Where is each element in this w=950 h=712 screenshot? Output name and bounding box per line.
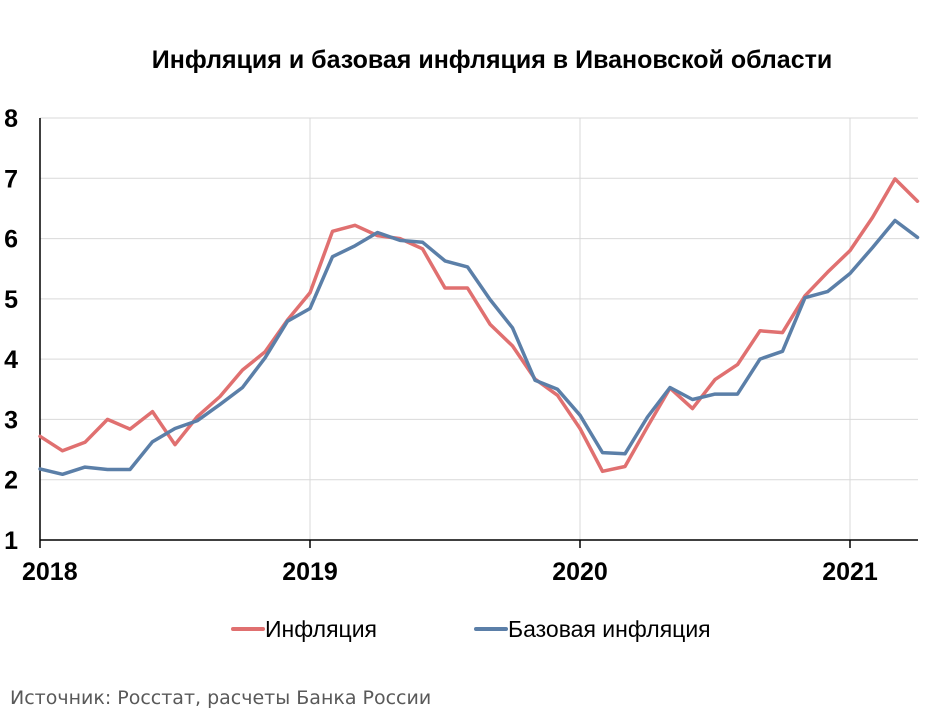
y-tick-label: 8 xyxy=(4,105,18,133)
y-tick-label: 5 xyxy=(4,286,18,314)
y-axis-ticks: 1 2 3 4 5 6 7 8 xyxy=(4,105,18,555)
y-tick-label: 1 xyxy=(4,527,18,555)
chart-title: Инфляция и базовая инфляция в Ивановской… xyxy=(152,46,832,74)
source-note: Источник: Росстат, расчеты Банка России xyxy=(10,687,431,709)
legend-label-core-inflation: Базовая инфляция xyxy=(508,616,711,642)
axes xyxy=(39,118,918,548)
series-lines xyxy=(38,177,920,477)
x-tick-label: 2020 xyxy=(552,558,608,586)
grid xyxy=(40,117,918,540)
y-tick-label: 4 xyxy=(4,346,18,374)
x-tick-label: 2018 xyxy=(22,558,78,586)
y-tick-label: 7 xyxy=(4,165,18,193)
legend-label-inflation: Инфляция xyxy=(265,616,377,642)
series-line-core-inflation xyxy=(38,218,920,477)
series-line-inflation xyxy=(38,177,920,474)
y-tick-label: 6 xyxy=(4,226,18,254)
y-tick-label: 2 xyxy=(4,467,18,495)
legend: Инфляция Базовая инфляция xyxy=(231,616,711,642)
x-tick-label: 2021 xyxy=(822,558,878,586)
y-tick-label: 3 xyxy=(4,406,18,434)
x-axis-ticks: 2018 2019 2020 2021 xyxy=(22,558,878,586)
x-tick-label: 2019 xyxy=(282,558,338,586)
